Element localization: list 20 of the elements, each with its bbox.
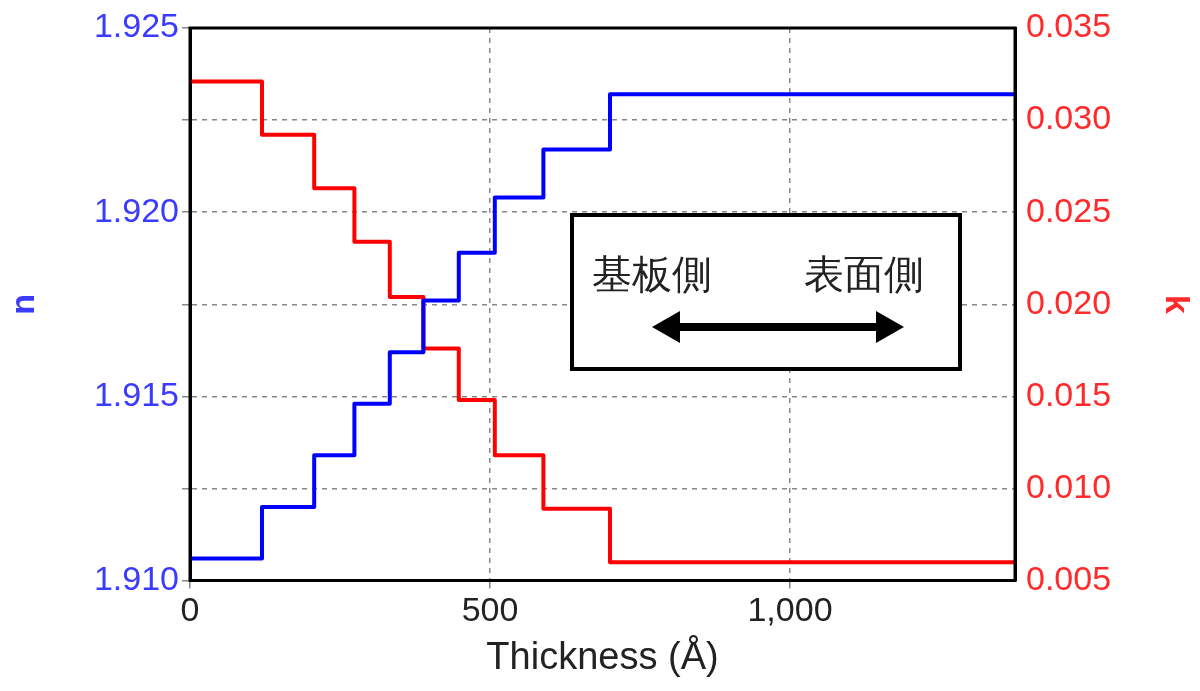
y2-tick-label: 0.005 <box>1026 558 1112 597</box>
y2-tick-label: 0.015 <box>1026 374 1112 413</box>
y2-tick-label: 0.025 <box>1026 190 1112 229</box>
y-tick-label: 1.915 <box>93 374 179 413</box>
y-tick-label: 1.925 <box>93 6 179 45</box>
x-axis-title: Thickness (Å) <box>486 633 719 677</box>
y-axis-title: n <box>2 293 41 315</box>
x-tick-label: 0 <box>180 590 200 629</box>
y-tick-label: 1.920 <box>93 190 179 229</box>
x-tick-label: 1,000 <box>747 590 833 629</box>
annotation: 基板側 <box>592 250 712 299</box>
annotation: 表面側 <box>804 250 924 299</box>
y-tick-label: 1.910 <box>93 558 179 597</box>
y2-tick-label: 0.020 <box>1026 282 1112 321</box>
y2-tick-label: 0.035 <box>1026 6 1112 45</box>
y2-tick-label: 0.030 <box>1026 98 1112 137</box>
text-box: 基板側 表面側 <box>570 213 962 371</box>
x-tick-label: 500 <box>461 590 519 629</box>
y2-axis-title: k <box>1159 294 1198 314</box>
y2-tick-label: 0.010 <box>1026 466 1112 505</box>
